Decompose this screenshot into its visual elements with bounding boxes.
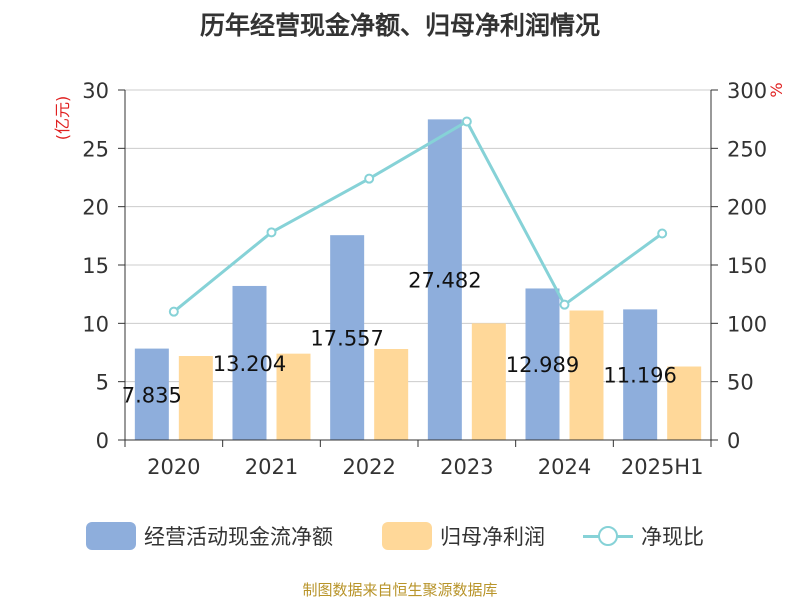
bar-cashflow (525, 288, 560, 440)
bar-value-label: 17.557 (310, 327, 383, 351)
bar-net-profit (667, 366, 702, 440)
x-tick-label: 2020 (147, 455, 200, 479)
x-tick-label: 2024 (538, 455, 591, 479)
bar-cashflow (427, 119, 462, 441)
right-tick-label: 200 (727, 196, 767, 220)
x-tick-label: 2021 (245, 455, 298, 479)
legend: 经营活动现金流净额 归母净利润 净现比 (0, 518, 800, 554)
left-tick-label: 5 (96, 371, 109, 395)
bar-value-label: 12.989 (506, 353, 579, 377)
right-tick-label: 300 (727, 79, 767, 103)
bar-value-label: 27.482 (408, 269, 481, 293)
legend-swatch-cashflow (86, 522, 136, 550)
bar-cashflow (134, 348, 169, 440)
bar-cashflow (623, 309, 658, 440)
x-tick-label: 2025H1 (621, 455, 704, 479)
ratio-point (559, 299, 570, 310)
ratio-point (657, 228, 668, 239)
legend-item-ratio[interactable]: 净现比 (583, 518, 704, 554)
left-axis-title: (亿元) (53, 96, 72, 141)
bar-net-profit (374, 349, 409, 440)
source-note: 制图数据来自恒生聚源数据库 (302, 581, 498, 599)
right-tick-label: 0 (727, 429, 740, 453)
right-tick-label: 100 (727, 312, 767, 336)
bar-net-profit (569, 310, 604, 440)
legend-swatch-net-profit (382, 522, 432, 550)
bar-net-profit (178, 356, 213, 440)
chart-title: 历年经营现金净额、归母净利润情况 (199, 11, 600, 40)
bar-value-label: 13.204 (213, 352, 286, 376)
left-tick-label: 30 (82, 79, 109, 103)
left-tick-label: 10 (82, 312, 109, 336)
ratio-point (168, 306, 179, 317)
legend-item-cashflow[interactable]: 经营活动现金流净额 (86, 518, 333, 554)
x-tick-label: 2023 (440, 455, 493, 479)
legend-label-ratio: 净现比 (641, 525, 704, 549)
right-tick-label: 250 (727, 137, 767, 161)
bar-value-label: 11.196 (603, 364, 676, 388)
bar-net-profit (471, 323, 506, 440)
left-tick-label: 0 (96, 429, 109, 453)
left-tick-label: 25 (82, 137, 109, 161)
legend-label-cashflow: 经营活动现金流净额 (144, 525, 333, 549)
legend-line-marker-icon (583, 522, 633, 550)
bars (134, 119, 702, 441)
bar-cashflow (232, 285, 267, 440)
right-tick-label: 150 (727, 254, 767, 278)
legend-item-net-profit[interactable]: 归母净利润 (382, 518, 545, 554)
bar-net-profit (276, 353, 311, 440)
legend-label-net-profit: 归母净利润 (440, 525, 545, 549)
ratio-line-path (172, 120, 664, 313)
ratio-point (364, 173, 375, 184)
right-tick-label: 50 (727, 371, 754, 395)
bar-value-label: 7.835 (122, 383, 182, 407)
x-tick-label: 2022 (342, 455, 395, 479)
ratio-line (168, 116, 668, 317)
gridlines (125, 89, 711, 383)
left-tick-label: 20 (82, 196, 109, 220)
data-labels: 7.835 13.204 17.557 27.482 12.989 11.196 (122, 269, 677, 408)
bar-cashflow (330, 235, 365, 440)
ratio-point (461, 116, 472, 127)
ratio-point (266, 227, 277, 238)
left-tick-label: 15 (82, 254, 109, 278)
right-axis-title: % (767, 82, 786, 97)
